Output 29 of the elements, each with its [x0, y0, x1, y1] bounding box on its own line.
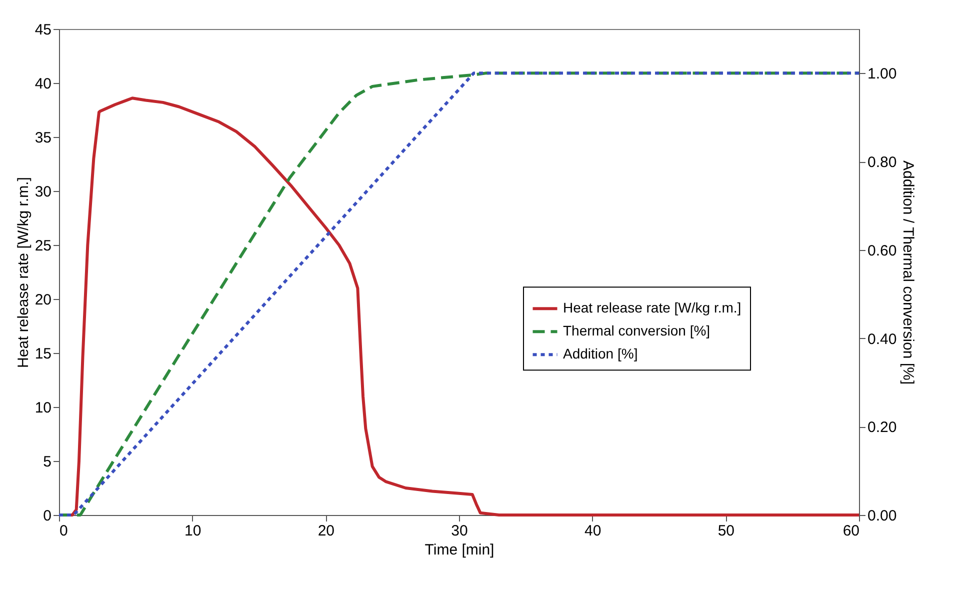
x-tick-label: 10 — [184, 522, 202, 540]
y2-tick-label: 0.20 — [868, 419, 897, 436]
x-tick-label: 20 — [318, 522, 335, 540]
y2-tick-label: 0.40 — [868, 330, 897, 348]
x-tick-label: 30 — [451, 522, 468, 540]
y2-tick-label: 0.00 — [868, 508, 897, 524]
y2-tick-label: 1.00 — [868, 66, 897, 83]
legend-label: Addition [%] — [563, 346, 638, 362]
y-tick-label: 45 — [34, 22, 52, 38]
x-tick-label: 0 — [60, 522, 68, 540]
x-tick-label: 40 — [584, 522, 602, 540]
y2-tick-label: 0.60 — [868, 242, 897, 260]
y2-tick-label: 0.80 — [868, 154, 897, 172]
y-tick-label: 25 — [34, 238, 52, 254]
y2-axis-title: Addition / Thermal conversion [%] — [900, 160, 917, 384]
x-axis-title: Time [min] — [424, 542, 494, 558]
y-tick-label: 5 — [43, 454, 52, 470]
y-tick-label: 20 — [34, 292, 52, 308]
y-tick-label: 15 — [34, 346, 52, 362]
y-tick-label: 30 — [34, 184, 52, 200]
y-tick-label: 40 — [34, 76, 52, 92]
y-tick-label: 0 — [43, 508, 52, 524]
legend-label: Thermal conversion [%] — [563, 322, 710, 339]
y-tick-label: 10 — [34, 400, 52, 416]
x-tick-label: 60 — [842, 522, 860, 540]
y-tick-label: 35 — [34, 130, 52, 146]
x-tick-label: 50 — [718, 522, 735, 540]
legend-label: Heat release rate [W/kg r.m.] — [563, 300, 742, 316]
y-axis-title: Heat release rate [W/kg r.m.] — [14, 177, 32, 368]
